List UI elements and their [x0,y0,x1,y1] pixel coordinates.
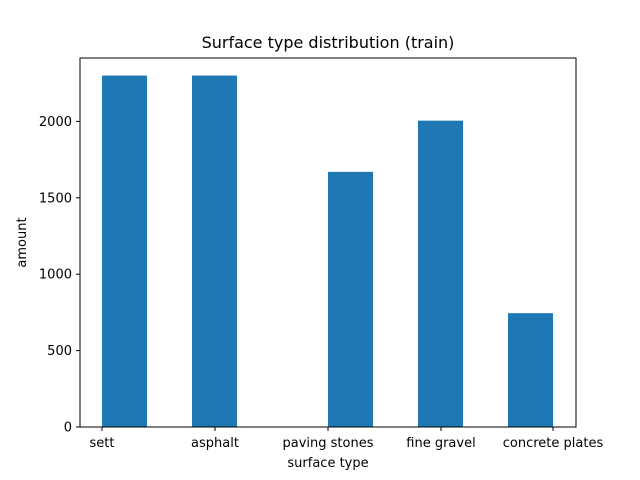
bar-concrete-plates [508,313,553,427]
x-tick-label: paving stones [283,436,374,451]
y-tick-label: 1500 [39,191,72,206]
bar-asphalt [192,75,237,428]
plot-frame [79,57,577,428]
chart-title: Surface type distribution (train) [202,33,455,52]
bar-sett [102,75,147,428]
x-axis-ticks: sett asphalt paving stones fine gravel concr… [90,427,604,451]
x-tick-label: asphalt [191,436,239,451]
y-tick-label: 2000 [39,115,72,130]
y-axis-ticks: 0 500 1000 1500 2000 [39,115,80,436]
bar-paving-stones [328,171,373,427]
y-tick-label: 500 [47,344,72,359]
x-axis-label: surface type [287,456,368,471]
x-tick-label: fine gravel [406,436,475,451]
y-tick-label: 1000 [39,268,72,283]
y-tick-label: 0 [64,421,72,436]
x-tick-label: sett [90,436,115,451]
bar-fine-gravel [418,120,463,427]
x-tick-label: concrete plates [503,436,604,451]
bars-group [102,75,553,428]
y-axis-label: amount [15,217,30,267]
